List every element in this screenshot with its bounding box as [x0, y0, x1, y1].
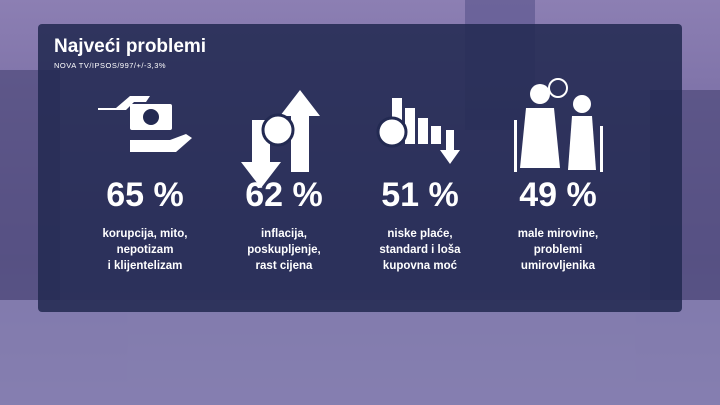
stat-value: 62 %	[245, 176, 323, 214]
stat-label: korupcija, mito,	[103, 228, 188, 240]
icon-money	[98, 96, 192, 152]
stat-label: niske plaće,	[387, 228, 452, 240]
stat-label: i klijentelizam	[108, 260, 183, 272]
stat-label: umirovljenika	[521, 260, 596, 272]
stat-label: kupovna moć	[383, 260, 458, 272]
stat-value: 51 %	[381, 176, 459, 214]
stat-label: rast cijena	[256, 260, 313, 272]
stat-label: poskupljenje,	[247, 244, 321, 256]
stats: 65 % korupcija, mito, nepotizam i klijentel…	[103, 176, 599, 272]
stat-label: standard i loša	[379, 244, 461, 256]
icon-inflation	[241, 90, 320, 188]
icon-pensioners	[514, 78, 603, 172]
icon-wages	[376, 98, 460, 164]
stat-value: 65 %	[106, 176, 184, 214]
panel	[38, 24, 682, 312]
stat-label: inflacija,	[261, 228, 307, 240]
stat-value: 49 %	[519, 176, 597, 214]
stat-label: problemi	[534, 244, 583, 256]
stat-label: male mirovine,	[518, 228, 599, 240]
stat-label: nepotizam	[117, 244, 174, 256]
title: Najveći problemi	[54, 36, 206, 57]
source: NOVA TV/IPSOS/997/+/-3,3%	[54, 61, 166, 70]
